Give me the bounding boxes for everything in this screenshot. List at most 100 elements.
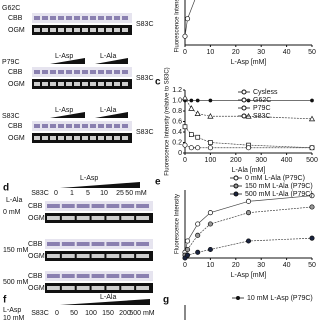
point	[195, 232, 201, 238]
gel-band	[61, 242, 75, 246]
gel-band	[66, 82, 72, 86]
label: L-Ala	[100, 107, 116, 114]
point	[188, 145, 194, 151]
gel-band	[61, 204, 75, 208]
gel-band	[114, 136, 120, 140]
gel-band	[121, 254, 135, 258]
point	[208, 140, 213, 145]
gel-band	[106, 28, 112, 32]
gel-band	[91, 286, 105, 290]
gel-band	[91, 242, 105, 246]
x-tick-label: 20	[232, 262, 240, 269]
legend-marker	[233, 183, 239, 189]
label: L-Asp	[55, 107, 73, 114]
legend-label: 500 mM L-Ala (P79C)	[245, 191, 313, 198]
label: CBB	[8, 69, 23, 76]
wedge	[60, 299, 150, 305]
point	[309, 235, 315, 241]
gel-band	[122, 136, 128, 140]
gel-band	[98, 16, 104, 20]
gel-band	[121, 204, 135, 208]
point	[182, 33, 188, 39]
gel-band	[106, 242, 120, 246]
gel-band	[114, 16, 120, 20]
x-tick-label: 40	[283, 262, 291, 269]
gel-band	[91, 216, 105, 220]
gel-band	[136, 242, 149, 246]
label: 50 mM	[125, 190, 147, 197]
point	[207, 246, 213, 253]
legend-marker	[241, 97, 247, 103]
label: 200	[119, 310, 131, 317]
point	[184, 246, 191, 253]
gel-band	[50, 70, 56, 74]
legend-marker	[236, 296, 240, 300]
gel-band	[58, 70, 64, 74]
x-tick-label: 400	[281, 157, 293, 164]
label: CBB	[28, 241, 43, 248]
row-name: P79C	[2, 59, 20, 66]
gel-band	[136, 254, 149, 258]
label: 25	[116, 190, 124, 197]
gel-band	[121, 242, 135, 246]
gel-band	[90, 70, 96, 74]
y-tick-label: 0	[178, 150, 182, 157]
x-tick-label: 40	[283, 49, 291, 56]
label: S83C	[31, 310, 49, 317]
wedge	[50, 58, 85, 64]
label: 500 mM	[3, 279, 28, 286]
gel-band	[90, 16, 96, 20]
gel-band	[136, 286, 149, 290]
gel-band	[50, 124, 56, 128]
gel-band	[50, 28, 56, 32]
gel-band	[106, 204, 120, 208]
label: 150 mM	[3, 247, 28, 254]
gel-band	[136, 216, 149, 220]
gel-band	[82, 124, 88, 128]
gel-band	[91, 254, 105, 258]
x-tick-label: 30	[257, 49, 265, 56]
gel-band	[34, 136, 40, 140]
gel-band	[122, 16, 128, 20]
gel-band	[58, 82, 64, 86]
x-tick-label: 10	[207, 49, 215, 56]
gel-band	[61, 274, 75, 278]
x-tick-label: 200	[230, 157, 242, 164]
gel-band	[82, 70, 88, 74]
gel-band	[90, 136, 96, 140]
label: 10 mM	[3, 315, 25, 320]
legend-marker	[241, 113, 247, 119]
gel-band	[98, 82, 104, 86]
gel-band	[50, 82, 56, 86]
gel-band	[34, 70, 40, 74]
gel-band	[114, 124, 120, 128]
y-tick-label: 0.4	[172, 129, 182, 136]
gel-band	[66, 28, 72, 32]
point	[195, 249, 201, 255]
legend-marker	[233, 191, 239, 197]
gel-band	[34, 28, 40, 32]
gel-band	[58, 28, 64, 32]
label: CBB	[8, 15, 23, 22]
x-tick-label: 0	[183, 157, 187, 164]
point	[195, 134, 201, 140]
gel-band	[58, 124, 64, 128]
label: OGM	[8, 27, 25, 34]
point	[182, 142, 188, 148]
gel-band	[74, 70, 80, 74]
gel-band	[47, 204, 60, 208]
point	[184, 252, 191, 258]
gel-band	[98, 124, 104, 128]
legend-label: P79C	[253, 105, 271, 112]
point	[195, 98, 200, 103]
y-tick-label: 0.2	[172, 139, 182, 146]
x-tick-label: 300	[255, 157, 267, 164]
label: 10	[100, 190, 108, 197]
gel-band	[42, 70, 48, 74]
label: 50	[70, 310, 78, 317]
point	[308, 115, 316, 122]
label: L-Ala	[100, 53, 116, 60]
gel-band	[106, 286, 120, 290]
gel-band	[66, 16, 72, 20]
point	[245, 198, 252, 204]
